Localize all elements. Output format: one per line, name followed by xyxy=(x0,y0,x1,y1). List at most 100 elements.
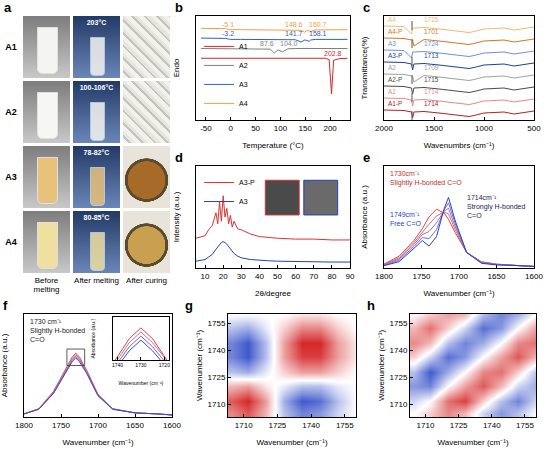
svg-text:A4-P: A4-P xyxy=(388,28,402,35)
svg-text:1650: 1650 xyxy=(488,272,506,281)
svg-text:Temperature (°C): Temperature (°C) xyxy=(242,141,304,150)
svg-text:1749cm⁻¹Free C=O: 1749cm⁻¹Free C=O xyxy=(390,211,421,227)
svg-text:1750: 1750 xyxy=(52,421,70,430)
svg-text:1750: 1750 xyxy=(413,272,431,281)
svg-text:A1: A1 xyxy=(388,88,396,95)
svg-text:60: 60 xyxy=(291,272,300,281)
svg-text:Wavenumber (cm⁻¹): Wavenumber (cm⁻¹) xyxy=(256,438,327,447)
html-text:Before melting: Before melting xyxy=(33,276,60,294)
svg-text:Wavenumber (cm⁻¹): Wavenumber (cm⁻¹) xyxy=(119,380,164,386)
svg-text:A3: A3 xyxy=(388,40,396,47)
svg-text:1724: 1724 xyxy=(424,40,439,47)
svg-text:87.6: 87.6 xyxy=(260,40,274,47)
svg-text:Wavenumber (cm⁻¹): Wavenumber (cm⁻¹) xyxy=(62,438,133,447)
svg-text:A1: A1 xyxy=(239,43,248,50)
svg-text:A2: A2 xyxy=(388,64,396,71)
svg-text:-3.2: -3.2 xyxy=(222,30,234,37)
svg-text:1710: 1710 xyxy=(390,400,408,409)
svg-text:Wavenumber (cm⁻¹): Wavenumber (cm⁻¹) xyxy=(377,330,386,401)
svg-text:1755: 1755 xyxy=(390,319,408,328)
svg-text:1714cm⁻¹Strongly H-bondedC=O: 1714cm⁻¹Strongly H-bondedC=O xyxy=(467,194,525,219)
svg-text:1600: 1600 xyxy=(525,272,543,281)
svg-text:500: 500 xyxy=(527,124,541,133)
svg-text:Endo: Endo xyxy=(172,58,181,77)
svg-text:50: 50 xyxy=(273,272,282,281)
svg-text:A3: A3 xyxy=(239,198,248,205)
svg-text:1740: 1740 xyxy=(208,346,226,355)
svg-text:1713: 1713 xyxy=(424,52,439,59)
svg-text:1740: 1740 xyxy=(112,362,123,368)
svg-text:50: 50 xyxy=(251,124,260,133)
svg-text:40: 40 xyxy=(255,272,264,281)
svg-text:1715: 1715 xyxy=(424,76,439,83)
svg-text:1740: 1740 xyxy=(390,346,408,355)
svg-text:0: 0 xyxy=(229,124,234,133)
svg-text:1740: 1740 xyxy=(302,421,320,430)
svg-text:A4: A4 xyxy=(388,16,396,23)
svg-text:1500: 1500 xyxy=(425,124,443,133)
svg-text:1600: 1600 xyxy=(163,421,181,430)
svg-text:1709: 1709 xyxy=(424,64,439,71)
svg-text:Wavenumber (cm⁻¹): Wavenumber (cm⁻¹) xyxy=(437,438,508,447)
svg-text:1725: 1725 xyxy=(208,373,226,382)
svg-text:1725: 1725 xyxy=(424,16,439,23)
svg-text:10: 10 xyxy=(201,272,210,281)
svg-text:A3-P: A3-P xyxy=(388,52,402,59)
svg-text:1800: 1800 xyxy=(15,421,33,430)
svg-text:1755: 1755 xyxy=(516,421,534,430)
svg-text:A2: A2 xyxy=(239,62,248,69)
svg-text:1725: 1725 xyxy=(269,421,287,430)
svg-text:1710: 1710 xyxy=(417,421,435,430)
svg-text:1000: 1000 xyxy=(475,124,493,133)
svg-text:1710: 1710 xyxy=(235,421,253,430)
svg-text:1700: 1700 xyxy=(450,272,468,281)
svg-text:Absorbance (a.u.): Absorbance (a.u.) xyxy=(360,185,369,249)
svg-text:141.7: 141.7 xyxy=(285,30,303,37)
svg-text:A3: A3 xyxy=(239,81,248,88)
svg-text:104.0: 104.0 xyxy=(280,40,298,47)
svg-text:150: 150 xyxy=(299,124,313,133)
svg-text:A1-P: A1-P xyxy=(388,100,402,107)
svg-text:1730cm⁻¹Slightly H-bonded C=O: 1730cm⁻¹Slightly H-bonded C=O xyxy=(390,170,462,187)
svg-text:1725: 1725 xyxy=(450,421,468,430)
svg-text:Wavenumbrs (cm⁻¹): Wavenumbrs (cm⁻¹) xyxy=(424,141,495,150)
svg-text:1650: 1650 xyxy=(126,421,144,430)
svg-text:30: 30 xyxy=(237,272,246,281)
svg-text:1730: 1730 xyxy=(135,362,146,368)
svg-text:148.6: 148.6 xyxy=(285,21,303,28)
svg-text:Wavenumber (cm⁻¹): Wavenumber (cm⁻¹) xyxy=(423,289,494,298)
svg-text:2θ/degree: 2θ/degree xyxy=(255,289,292,298)
svg-text:200: 200 xyxy=(323,124,337,133)
svg-text:1755: 1755 xyxy=(336,421,354,430)
svg-text:1710: 1710 xyxy=(208,400,226,409)
svg-text:1730 cm⁻¹Slightly H-bondedC=O: 1730 cm⁻¹Slightly H-bondedC=O xyxy=(30,318,85,343)
svg-text:1714: 1714 xyxy=(424,100,439,107)
svg-text:Intensity (a.u.): Intensity (a.u.) xyxy=(172,191,181,242)
svg-text:-5.1: -5.1 xyxy=(222,21,234,28)
svg-text:Absorbance (a.u.): Absorbance (a.u.) xyxy=(0,333,9,397)
svg-text:158.1: 158.1 xyxy=(309,30,327,37)
svg-text:202.8: 202.8 xyxy=(324,50,342,57)
svg-text:100: 100 xyxy=(274,124,288,133)
svg-text:1800: 1800 xyxy=(375,272,393,281)
svg-text:1701: 1701 xyxy=(424,28,439,35)
svg-text:70: 70 xyxy=(309,272,318,281)
svg-text:A2-P: A2-P xyxy=(388,76,402,83)
svg-text:Absorbance (a.u.): Absorbance (a.u.) xyxy=(90,319,96,359)
svg-text:Wavenumber (cm⁻¹): Wavenumber (cm⁻¹) xyxy=(195,330,204,401)
svg-text:1755: 1755 xyxy=(208,319,226,328)
svg-text:160.7: 160.7 xyxy=(309,21,327,28)
svg-text:A3-P: A3-P xyxy=(239,179,255,186)
svg-text:20: 20 xyxy=(219,272,228,281)
svg-text:2000: 2000 xyxy=(375,124,393,133)
svg-text:-50: -50 xyxy=(200,124,212,133)
svg-text:A4: A4 xyxy=(239,100,248,107)
svg-text:80: 80 xyxy=(327,272,336,281)
svg-text:1700: 1700 xyxy=(89,421,107,430)
svg-text:90: 90 xyxy=(346,272,355,281)
svg-text:1740: 1740 xyxy=(483,421,501,430)
svg-text:1725: 1725 xyxy=(390,373,408,382)
svg-text:1720: 1720 xyxy=(159,362,170,368)
svg-text:1714: 1714 xyxy=(424,88,439,95)
svg-text:Transmittance(%): Transmittance(%) xyxy=(360,36,369,99)
